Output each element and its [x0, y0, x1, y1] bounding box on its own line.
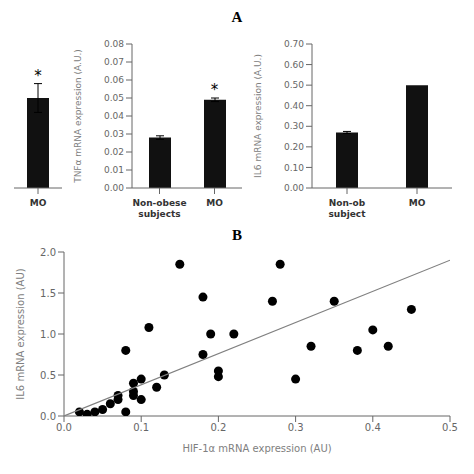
svg-text:IL6 mRNA expression (A.U.): IL6 mRNA expression (A.U.) [253, 54, 263, 178]
svg-text:HIF-1α mRNA expression (AU): HIF-1α mRNA expression (AU) [182, 443, 331, 454]
html-text:B: B [232, 227, 242, 243]
svg-text:0.03: 0.03 [104, 129, 124, 139]
svg-text:0.05: 0.05 [104, 93, 124, 103]
svg-text:0.2: 0.2 [210, 422, 226, 433]
svg-text:1.0: 1.0 [40, 329, 56, 340]
svg-text:*: * [34, 67, 42, 85]
svg-text:0.02: 0.02 [104, 147, 124, 157]
svg-text:0.00: 0.00 [284, 183, 304, 193]
svg-text:0.30: 0.30 [284, 121, 304, 131]
html-text:A: A [231, 9, 243, 25]
svg-text:0.00: 0.00 [104, 183, 124, 193]
svg-text:1.5: 1.5 [40, 288, 56, 299]
svg-text:0.5: 0.5 [442, 422, 458, 433]
svg-text:0.50: 0.50 [284, 80, 304, 90]
svg-text:0.60: 0.60 [284, 60, 304, 70]
svg-text:0.04: 0.04 [104, 111, 124, 121]
svg-text:0.3: 0.3 [288, 422, 304, 433]
svg-text:MO: MO [206, 198, 223, 208]
svg-text:0.40: 0.40 [284, 101, 304, 111]
svg-text:Non-obesesubjects: Non-obesesubjects [132, 198, 186, 219]
svg-text:Non-obsubject: Non-obsubject [328, 198, 366, 219]
svg-text:0.0: 0.0 [40, 411, 56, 422]
svg-text:0.01: 0.01 [104, 165, 124, 175]
svg-text:2.0: 2.0 [40, 247, 56, 258]
svg-text:0.70: 0.70 [284, 39, 304, 49]
svg-text:0.1: 0.1 [133, 422, 149, 433]
svg-text:0.20: 0.20 [284, 142, 304, 152]
svg-text:0.07: 0.07 [104, 57, 124, 67]
svg-text:TNFα mRNA expression (A.U.): TNFα mRNA expression (A.U.) [73, 49, 83, 184]
svg-text:0.08: 0.08 [104, 39, 124, 49]
svg-text:0.06: 0.06 [104, 75, 124, 85]
svg-text:MO: MO [30, 198, 47, 208]
svg-text:*: * [211, 81, 219, 99]
svg-text:MO: MO [409, 198, 426, 208]
svg-text:0.4: 0.4 [365, 422, 381, 433]
svg-text:0.5: 0.5 [40, 370, 56, 381]
svg-text:0.10: 0.10 [284, 163, 304, 173]
svg-text:0.0: 0.0 [56, 422, 72, 433]
svg-text:IL6 mRNA expression (AU): IL6 mRNA expression (AU) [15, 268, 26, 399]
